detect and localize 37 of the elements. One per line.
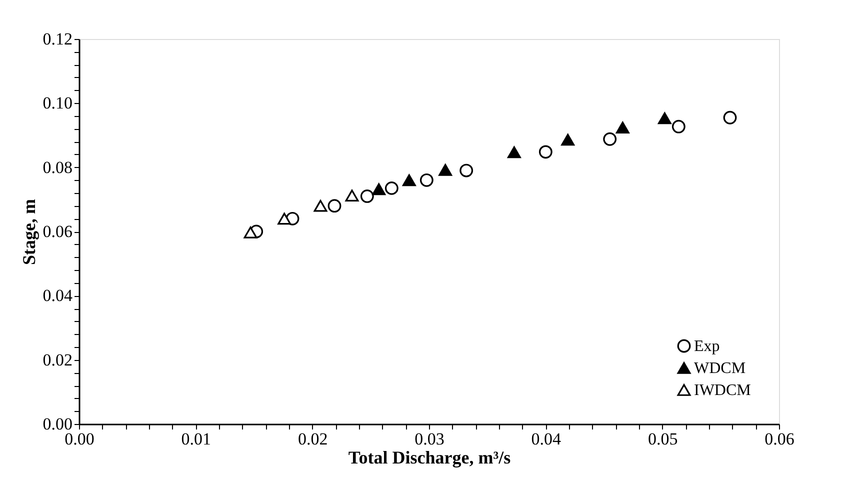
point [507,146,521,158]
point [372,183,386,196]
point [561,134,575,146]
x-tick-label: 0.05 [648,430,678,448]
point [603,132,617,146]
point [345,190,359,202]
point [723,110,737,124]
point [616,122,630,134]
x-axis-title: Total Discharge, m³/s [348,448,511,468]
point [672,120,686,134]
point [244,226,258,238]
point [360,190,374,203]
point [278,212,292,225]
x-tick-label: 0.03 [414,430,444,448]
point [438,164,452,176]
point [314,200,328,212]
x-tick-label: 0.04 [531,430,562,448]
x-tick-label: 0.02 [298,430,328,448]
y-tick-label: 0.08 [42,158,72,177]
point [328,199,342,213]
legend-label: Exp [694,338,720,355]
y-tick-label: 0.04 [42,286,73,306]
x-tick-label: 0.06 [764,430,794,448]
y-tick-label: 0.12 [42,30,72,48]
point [658,112,672,124]
point [420,173,434,187]
point [384,181,398,195]
point [538,145,552,159]
legend-label: WDCM [694,360,746,377]
y-tick-label: 0.06 [42,222,72,241]
y-tick-label: 0.02 [42,350,72,370]
point [460,164,474,178]
y-axis-title: Stage, m [18,199,39,265]
point [402,174,416,186]
x-tick-label: 0.01 [181,430,212,448]
legend-label: IWDCM [694,382,751,399]
y-tick-label: 0.10 [42,94,72,113]
